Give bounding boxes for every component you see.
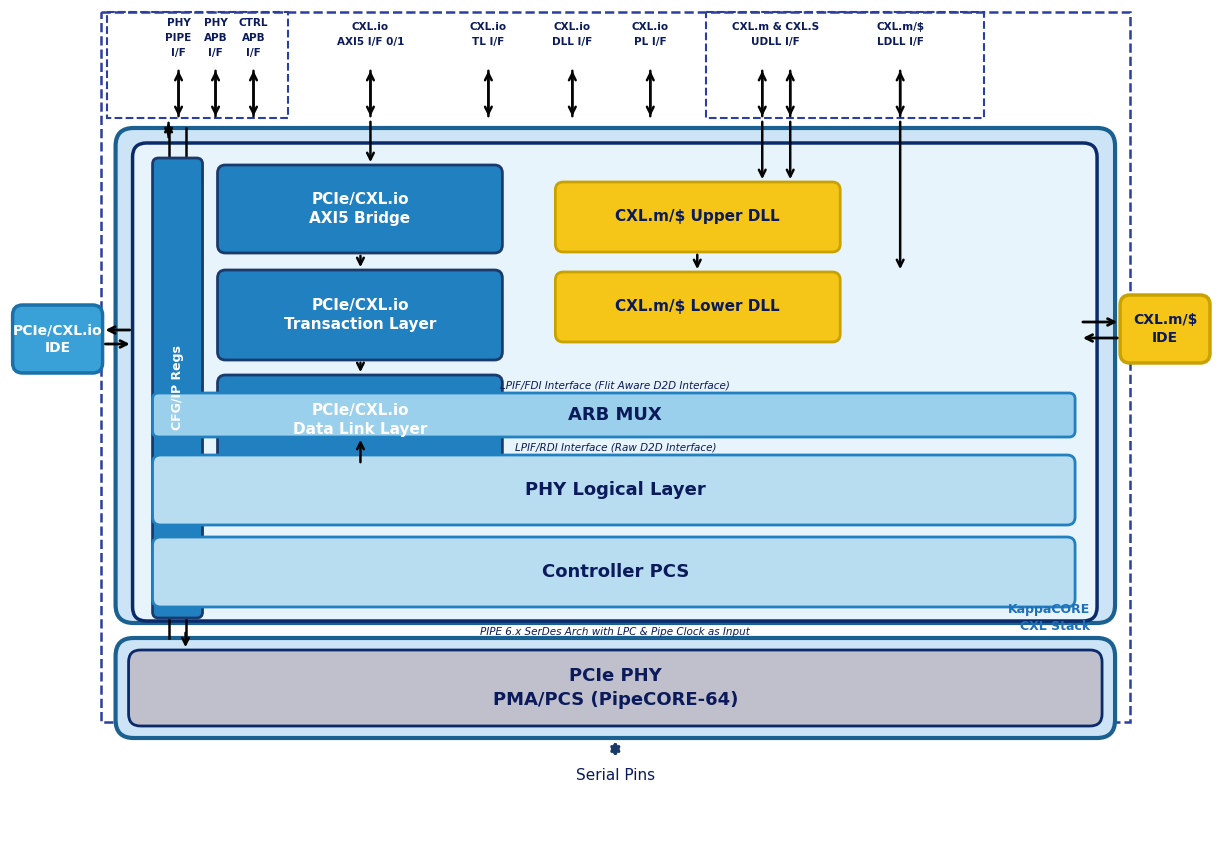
Text: LPIF/FDI Interface (Flit Aware D2D Interface): LPIF/FDI Interface (Flit Aware D2D Inter… [500,380,731,390]
Text: PIPE 6.x SerDes Arch with LPC & Pipe Clock as Input: PIPE 6.x SerDes Arch with LPC & Pipe Clo… [481,627,750,637]
FancyBboxPatch shape [217,165,503,253]
Text: I/F: I/F [208,48,223,58]
FancyBboxPatch shape [555,182,840,252]
Text: CXL.io: CXL.io [352,22,389,32]
Text: CXL.m/$ Upper DLL: CXL.m/$ Upper DLL [615,210,780,224]
FancyBboxPatch shape [129,650,1102,726]
Text: DLL I/F: DLL I/F [552,37,592,47]
Bar [101,12,1130,722]
Text: PCIe PHY
PMA/PCS (PipeCORE-64): PCIe PHY PMA/PCS (PipeCORE-64) [493,667,738,709]
FancyBboxPatch shape [152,393,1075,437]
Bar [706,12,984,118]
Text: APB: APB [204,33,227,43]
Text: CXL.io: CXL.io [631,22,669,32]
Text: PIPE: PIPE [166,33,191,43]
FancyBboxPatch shape [152,158,202,618]
FancyBboxPatch shape [152,537,1075,607]
Text: LPIF/RDI Interface (Raw D2D Interface): LPIF/RDI Interface (Raw D2D Interface) [515,442,716,452]
Text: PCIe/CXL.io
Data Link Layer: PCIe/CXL.io Data Link Layer [293,404,427,437]
Text: CXL.m/$
IDE: CXL.m/$ IDE [1133,313,1198,344]
Text: TL I/F: TL I/F [472,37,505,47]
Text: CXL.m & CXL.S: CXL.m & CXL.S [732,22,819,32]
Text: I/F: I/F [172,48,186,58]
Text: PHY: PHY [204,18,227,28]
FancyBboxPatch shape [1121,295,1210,363]
Text: CXL.io: CXL.io [554,22,591,32]
Text: CXL.m/$: CXL.m/$ [877,22,924,32]
Text: PHY Logical Layer: PHY Logical Layer [525,481,706,499]
FancyBboxPatch shape [115,128,1116,623]
Text: Controller PCS: Controller PCS [542,563,689,581]
Text: PL I/F: PL I/F [634,37,667,47]
FancyBboxPatch shape [132,143,1097,621]
FancyBboxPatch shape [555,272,840,342]
FancyBboxPatch shape [115,638,1116,738]
Text: Serial Pins: Serial Pins [576,767,655,783]
Text: PCIe/CXL.io
IDE: PCIe/CXL.io IDE [12,323,103,354]
FancyBboxPatch shape [217,270,503,360]
Text: AXI5 I/F 0/1: AXI5 I/F 0/1 [337,37,405,47]
Bar [107,12,288,118]
Text: CFG/IP Regs: CFG/IP Regs [172,345,184,431]
Text: PCIe/CXL.io
AXI5 Bridge: PCIe/CXL.io AXI5 Bridge [309,192,411,226]
Text: LDLL I/F: LDLL I/F [877,37,923,47]
Text: CXL.m/$ Lower DLL: CXL.m/$ Lower DLL [615,299,780,315]
Text: PCIe/CXL.io
Transaction Layer: PCIe/CXL.io Transaction Layer [283,298,436,332]
Text: UDLL I/F: UDLL I/F [750,37,799,47]
FancyBboxPatch shape [152,455,1075,525]
Text: KappaCORE
CXL Stack: KappaCORE CXL Stack [1008,603,1090,633]
FancyBboxPatch shape [217,375,503,465]
Text: CTRL: CTRL [239,18,268,28]
Text: APB: APB [242,33,265,43]
Text: CXL.io: CXL.io [470,22,506,32]
Text: ARB MUX: ARB MUX [569,406,662,424]
Text: PHY: PHY [167,18,190,28]
Text: I/F: I/F [246,48,261,58]
FancyBboxPatch shape [12,305,103,373]
